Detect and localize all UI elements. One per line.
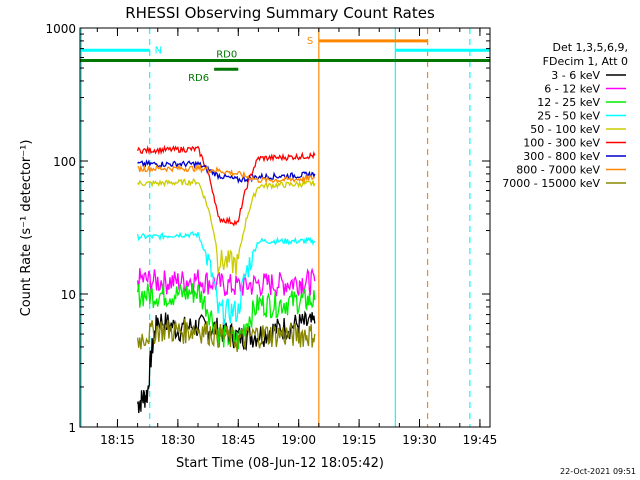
legend-label-6: 300 - 800 keV: [523, 150, 600, 163]
legend-label-4: 50 - 100 keV: [530, 123, 600, 136]
legend-label-8: 7000 - 15000 keV: [502, 177, 600, 190]
legend-header-0: Det 1,3,5,6,9,: [552, 41, 628, 54]
series-line-2: [136, 283, 316, 350]
x-tick-label-0: 18:15: [100, 433, 135, 447]
legend-label-0: 3 - 6 keV: [551, 69, 600, 82]
legend-header-1: FDecim 1, Att 0: [543, 55, 628, 68]
legend-label-2: 12 - 25 keV: [537, 96, 600, 109]
x-axis-label: Start Time (08-Jun-12 18:05:42): [176, 456, 384, 471]
series-line-3: [136, 231, 316, 326]
y-axis-label: Count Rate (s⁻¹ detector⁻¹): [19, 140, 34, 317]
y-tick-label-1: 10: [61, 288, 76, 302]
flag-label-0: N: [155, 45, 162, 56]
series-line-5: [136, 144, 316, 227]
y-tick-label-2: 100: [53, 155, 76, 169]
flag-lines: N S RD0 RD6: [80, 36, 490, 84]
x-tick-label-4: 19:15: [342, 433, 377, 447]
x-tick-label-1: 18:30: [161, 433, 196, 447]
legend: Det 1,3,5,6,9,FDecim 1, Att 03 - 6 keV6 …: [502, 41, 628, 190]
x-tick-label-5: 19:30: [402, 433, 437, 447]
legend-label-3: 25 - 50 keV: [537, 110, 600, 123]
flag-label-3: RD0: [216, 49, 237, 60]
timestamp: 22-Oct-2021 09:51: [560, 467, 636, 476]
axis-ticks: 18:15 18:30 18:45 19:00 19:15 19:30 19:45 1 10 10…: [45, 22, 497, 447]
legend-label-5: 100 - 300 keV: [523, 137, 600, 150]
legend-label-7: 800 - 7000 keV: [516, 164, 600, 177]
y-tick-label-3: 1000: [45, 22, 76, 36]
series-group: [136, 144, 316, 414]
x-tick-label-2: 18:45: [221, 433, 256, 447]
series-line-8: [136, 318, 316, 352]
series-line-4: [137, 177, 316, 276]
vertical-markers: [80, 28, 471, 427]
plot-area: [79, 27, 491, 428]
x-tick-label-6: 19:45: [463, 433, 498, 447]
chart-title: RHESSI Observing Summary Count Rates: [125, 4, 435, 22]
legend-label-1: 6 - 12 keV: [544, 83, 600, 96]
series-line-1: [136, 267, 316, 297]
x-tick-label-3: 19:00: [281, 433, 316, 447]
series-line-7: [137, 163, 315, 184]
y-tick-label-0: 1: [68, 421, 76, 435]
flag-label-4: RD6: [188, 73, 209, 84]
flag-label-2: S: [307, 36, 313, 47]
